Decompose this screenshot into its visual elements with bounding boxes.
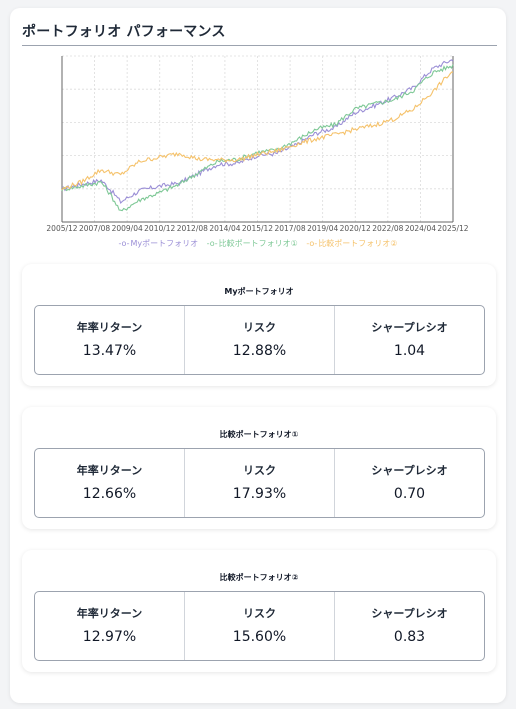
annual-return-label: 年率リターン — [76, 321, 143, 334]
portfolio-performance-card: ポートフォリオ パフォーマンス 2005/12 2007/08 2009/04 201… — [10, 8, 506, 703]
legend-label: 比較ポートフォリオ② — [318, 239, 398, 248]
x-tick-label: 2005/12 — [46, 224, 77, 233]
title-divider — [22, 45, 497, 46]
sharpe-value: 0.70 — [393, 486, 426, 502]
sharpe-cell: シャープレシオ 1.04 — [334, 306, 484, 374]
performance-chart: 2005/12 2007/08 2009/04 2010/12 2012/08 2014/… — [46, 55, 469, 233]
legend-marker-icon: -o- — [118, 239, 130, 248]
annual-return-cell: 年率リターン 12.97% — [35, 592, 184, 660]
legend-item[interactable]: -o-比較ポートフォリオ② — [306, 238, 397, 249]
sharpe-label: シャープレシオ — [371, 321, 448, 334]
page-title: ポートフォリオ パフォーマンス — [22, 24, 226, 40]
legend-label: 比較ポートフォリオ① — [218, 239, 298, 248]
annual-return-cell: 年率リターン 12.66% — [35, 449, 184, 517]
risk-label: リスク — [243, 321, 276, 334]
annual-return-label: 年率リターン — [76, 464, 143, 477]
x-tick-label: 2019/04 — [307, 224, 338, 233]
x-tick-label: 2009/04 — [112, 224, 143, 233]
metrics-table: 年率リターン 12.66% リスク 17.93% シャープレシオ 0.70 — [34, 448, 485, 518]
x-tick-label: 2024/04 — [405, 224, 436, 233]
legend-item[interactable]: -o-Myポートフォリオ — [119, 238, 199, 249]
metrics-table: 年率リターン 12.97% リスク 15.60% シャープレシオ 0.83 — [34, 591, 485, 661]
legend-marker-icon: -o- — [206, 239, 218, 248]
risk-label: リスク — [243, 464, 276, 477]
annual-return-value: 12.66% — [82, 486, 137, 502]
metrics-card-compare-2: 比較ポートフォリオ② 年率リターン 12.97% リスク 15.60% シャープ… — [22, 550, 496, 672]
sharpe-value: 0.83 — [393, 629, 426, 645]
legend-label: Myポートフォリオ — [130, 239, 199, 248]
risk-value: 17.93% — [232, 486, 287, 502]
metrics-table: 年率リターン 13.47% リスク 12.88% シャープレシオ 1.04 — [34, 305, 485, 375]
risk-label: リスク — [243, 607, 276, 620]
metrics-heading: 比較ポートフォリオ① — [219, 430, 299, 439]
x-tick-label: 2014/04 — [209, 224, 240, 233]
legend-marker-icon: -o- — [306, 239, 318, 248]
x-tick-label: 2012/08 — [177, 224, 208, 233]
x-tick-label: 2025/12 — [437, 224, 468, 233]
annual-return-value: 13.47% — [82, 343, 137, 359]
x-tick-label: 2017/08 — [274, 224, 305, 233]
series-line — [61, 64, 454, 212]
risk-cell: リスク 17.93% — [184, 449, 334, 517]
series-line — [61, 71, 454, 191]
annual-return-label: 年率リターン — [76, 607, 143, 620]
sharpe-label: シャープレシオ — [371, 464, 448, 477]
metrics-heading: Myポートフォリオ — [224, 287, 294, 296]
sharpe-cell: シャープレシオ 0.70 — [334, 449, 484, 517]
x-tick-label: 2020/12 — [340, 224, 371, 233]
metrics-card-compare-1: 比較ポートフォリオ① 年率リターン 12.66% リスク 17.93% シャープ… — [22, 407, 496, 529]
x-tick-label: 2007/08 — [79, 224, 110, 233]
sharpe-value: 1.04 — [393, 343, 426, 359]
sharpe-label: シャープレシオ — [371, 607, 448, 620]
risk-value: 12.88% — [232, 343, 287, 359]
series-line — [61, 59, 454, 205]
risk-value: 15.60% — [232, 629, 287, 645]
chart-legend: -o-Myポートフォリオ -o-比較ポートフォリオ① -o-比較ポートフォリオ② — [10, 238, 506, 249]
risk-cell: リスク 12.88% — [184, 306, 334, 374]
sharpe-cell: シャープレシオ 0.83 — [334, 592, 484, 660]
x-tick-label: 2022/08 — [372, 224, 403, 233]
annual-return-value: 12.97% — [82, 629, 137, 645]
risk-cell: リスク 15.60% — [184, 592, 334, 660]
legend-item[interactable]: -o-比較ポートフォリオ① — [207, 238, 298, 249]
metrics-card-my-portfolio: Myポートフォリオ 年率リターン 13.47% リスク 12.88% シャープレ… — [22, 264, 496, 386]
metrics-heading: 比較ポートフォリオ② — [219, 573, 299, 582]
x-tick-label: 2010/12 — [144, 224, 175, 233]
x-tick-label: 2015/12 — [242, 224, 273, 233]
annual-return-cell: 年率リターン 13.47% — [35, 306, 184, 374]
